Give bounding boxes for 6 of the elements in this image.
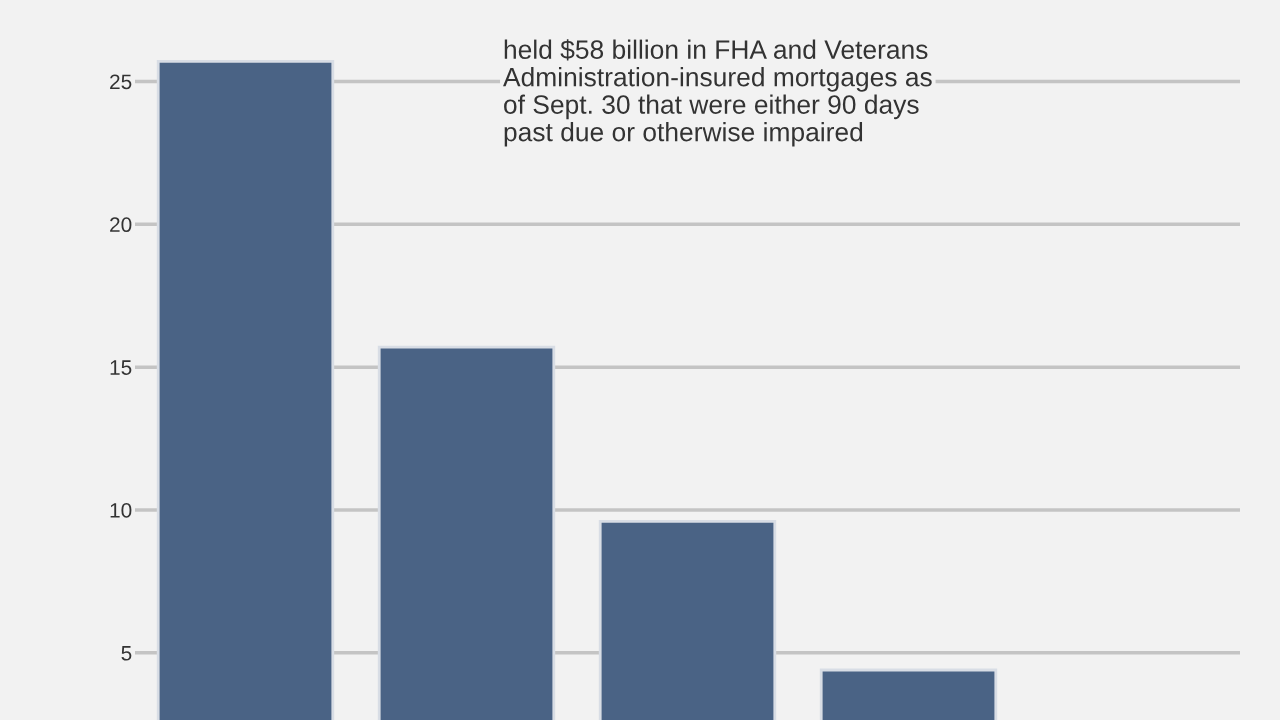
y-tick-label: 25 bbox=[110, 74, 132, 90]
y-tick-label: 5 bbox=[121, 646, 132, 661]
y-tick-label: 20 bbox=[110, 217, 132, 233]
annotation: held $58 billion in FHA and Veterans Administration-insured mortgages as of Sept. 30 that were either 90 days past due or otherwise impaired bbox=[503, 39, 932, 147]
y-tick-label: 10 bbox=[110, 503, 132, 518]
y-tick-label: 15 bbox=[110, 360, 132, 375]
